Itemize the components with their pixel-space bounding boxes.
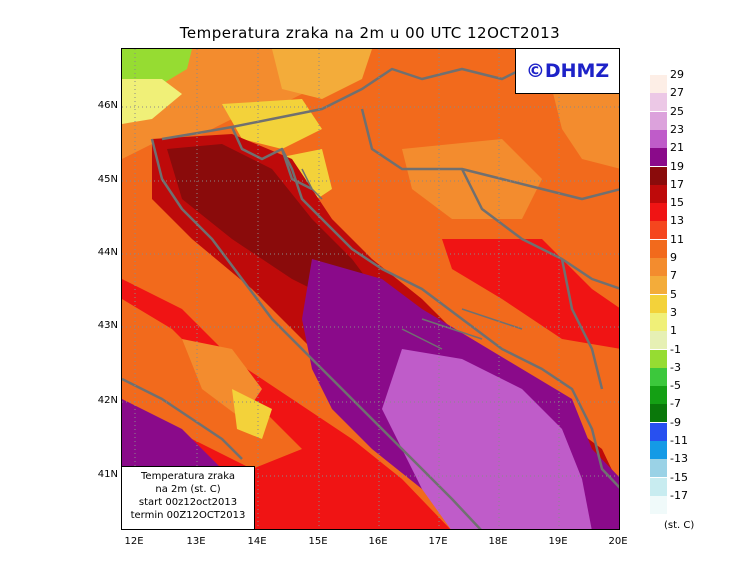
legend-label: -11 xyxy=(670,434,688,447)
legend-label: 9 xyxy=(670,251,677,264)
info-box: Temperatura zraka na 2m (st. C) start 00… xyxy=(122,466,255,529)
legend-label: -1 xyxy=(670,342,681,356)
lat-label: 44N xyxy=(97,247,118,258)
lat-label: 41N xyxy=(97,469,118,480)
legend-swatch xyxy=(650,495,667,514)
legend-swatch xyxy=(650,459,667,478)
info-line-2: na 2m (st. C) xyxy=(155,484,221,495)
legend-swatch xyxy=(650,75,667,93)
info-line-4: termin 00Z12OCT2013 xyxy=(130,510,246,521)
legend-label: 27 xyxy=(670,86,684,100)
legend-swatch xyxy=(650,441,667,459)
legend-swatch xyxy=(650,221,667,240)
legend-swatch xyxy=(650,386,667,405)
legend-label: 5 xyxy=(670,287,677,301)
legend-label: -5 xyxy=(670,379,681,393)
info-line-1: Temperatura zraka xyxy=(141,471,235,482)
lat-label: 42N xyxy=(97,395,118,406)
legend-swatch xyxy=(650,404,667,423)
legend-swatch xyxy=(650,239,667,258)
legend-swatch xyxy=(650,184,667,203)
legend-swatch xyxy=(650,148,667,167)
legend-swatch xyxy=(650,331,667,350)
info-line-3: start 00z12oct2013 xyxy=(138,497,238,508)
legend-label: 11 xyxy=(670,232,684,246)
lon-label: 13E xyxy=(186,536,206,547)
dhmz-logo: ©DHMZ xyxy=(515,49,619,94)
legend-label: -17 xyxy=(670,488,688,502)
legend-swatch xyxy=(650,276,667,295)
legend-swatch xyxy=(650,477,667,496)
legend-swatch xyxy=(650,349,667,368)
legend-label: 15 xyxy=(670,196,684,210)
legend-label: -9 xyxy=(670,415,681,429)
legend-label: 17 xyxy=(670,177,684,191)
legend-swatch xyxy=(650,367,667,386)
lat-label: 46N xyxy=(97,100,118,111)
legend-swatch xyxy=(650,93,667,112)
legend-unit: (st. C) xyxy=(664,520,695,531)
legend-label: 25 xyxy=(670,104,684,118)
legend-label: -15 xyxy=(670,470,688,484)
legend-swatch xyxy=(650,111,667,130)
legend-swatch xyxy=(650,129,667,148)
legend-swatch xyxy=(650,258,667,276)
legend-label: 3 xyxy=(670,305,677,319)
legend-label: 13 xyxy=(670,214,684,228)
legend-label: -7 xyxy=(670,397,681,411)
legend-swatch xyxy=(650,166,667,185)
legend-swatch xyxy=(650,203,667,222)
legend-label: 29 xyxy=(670,68,684,81)
legend-swatch xyxy=(650,422,667,441)
legend-label: 1 xyxy=(670,324,677,338)
legend-label: 7 xyxy=(670,269,677,283)
lon-label: 14E xyxy=(247,536,267,547)
legend-label: 23 xyxy=(670,122,684,136)
map-title: Temperatura zraka na 2m u 00 UTC 12OCT20… xyxy=(179,24,561,42)
lat-label: 43N xyxy=(97,320,118,331)
lon-label: 20E xyxy=(608,536,628,547)
lon-label: 17E xyxy=(428,536,448,547)
legend-label: -3 xyxy=(670,360,681,374)
legend-swatch xyxy=(650,294,667,313)
lon-label: 18E xyxy=(488,536,508,547)
map-field xyxy=(122,49,619,529)
lon-label: 15E xyxy=(308,536,328,547)
lat-label: 45N xyxy=(97,174,118,185)
temperature-map: ©DHMZ Temperatura zraka na 2m (st. C) st… xyxy=(121,48,620,530)
legend-label: 19 xyxy=(670,159,684,173)
lon-label: 16E xyxy=(368,536,388,547)
legend-label: 21 xyxy=(670,141,684,155)
lon-label: 19E xyxy=(548,536,568,547)
legend-label: -13 xyxy=(670,452,688,466)
legend-swatch xyxy=(650,312,667,331)
lon-label: 12E xyxy=(124,536,144,547)
